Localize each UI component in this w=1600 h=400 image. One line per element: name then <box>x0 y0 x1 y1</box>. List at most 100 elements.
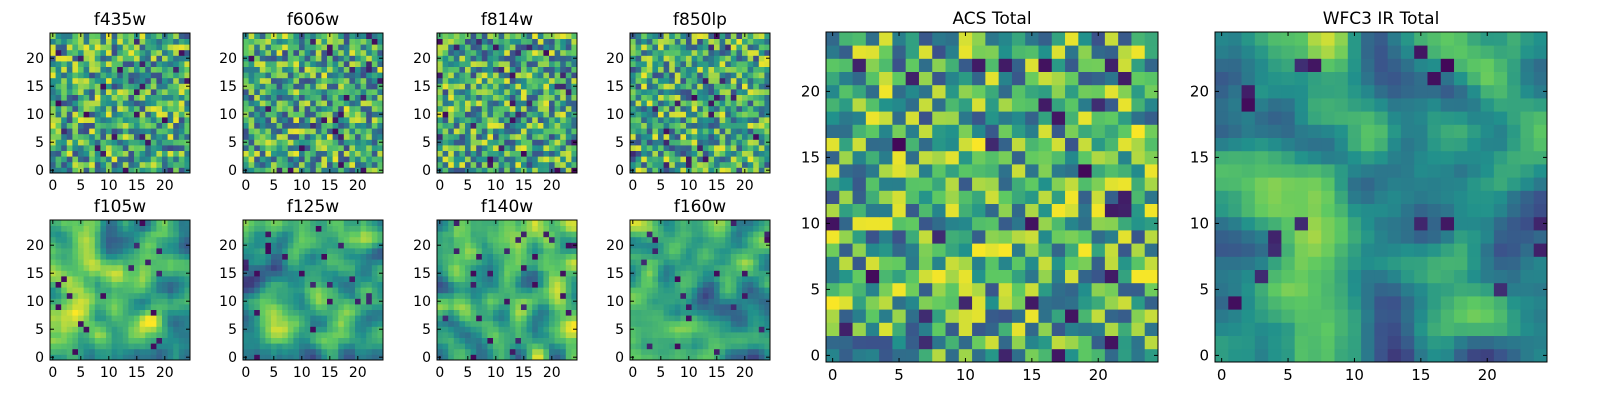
heatmap-cell <box>366 343 373 350</box>
heatmap-cell <box>652 167 659 174</box>
heatmap-cell <box>94 281 101 288</box>
heatmap-cell <box>128 354 135 361</box>
heatmap-cell <box>565 111 572 118</box>
heatmap-cell <box>167 236 174 243</box>
heatmap-cell <box>343 100 350 107</box>
heatmap-cell <box>686 270 692 277</box>
heatmap-cell <box>487 348 494 355</box>
heatmap-cell <box>276 281 283 288</box>
heatmap-cell <box>327 100 333 107</box>
heatmap-cell <box>61 156 68 163</box>
heatmap-cell <box>702 61 709 67</box>
heatmap-cell <box>304 89 311 95</box>
heatmap-cell <box>94 270 101 277</box>
heatmap-cell <box>83 309 90 316</box>
heatmap-cell <box>747 287 754 294</box>
heatmap-cell <box>747 332 754 338</box>
heatmap-cell <box>156 66 163 73</box>
heatmap-cell <box>742 287 748 294</box>
heatmap-cell <box>691 122 698 129</box>
heatmap-cell <box>565 122 572 129</box>
heatmap-cell <box>521 61 527 67</box>
heatmap-cell <box>243 61 249 67</box>
heatmap-cell <box>156 326 163 333</box>
heatmap-cell <box>476 270 483 277</box>
heatmap-cell <box>265 242 272 249</box>
heatmap-cell <box>719 139 726 146</box>
heatmap-cell <box>111 225 118 232</box>
heatmap-cell <box>669 83 676 90</box>
heatmap-cell <box>742 83 748 90</box>
heatmap-cell <box>66 304 73 310</box>
heatmap-cell <box>282 105 289 112</box>
heatmap-cell <box>565 89 572 95</box>
heatmap-cell <box>94 133 101 140</box>
heatmap-cell <box>349 66 356 73</box>
heatmap-cell <box>674 72 681 79</box>
heatmap-cell <box>321 111 328 118</box>
heatmap-cell <box>162 264 168 271</box>
heatmap-cell <box>526 298 533 305</box>
heatmap-cell <box>565 326 572 333</box>
heatmap-cell <box>442 66 449 73</box>
heatmap-cell <box>156 156 163 163</box>
heatmap-cell <box>343 276 350 282</box>
heatmap-cell <box>532 292 539 299</box>
heatmap-cell <box>736 94 743 101</box>
heatmap-cell <box>509 270 516 277</box>
heatmap-cell <box>173 44 180 51</box>
heatmap-cell <box>459 320 466 327</box>
heatmap-cell <box>145 133 152 140</box>
heatmap-cell <box>66 161 73 168</box>
heatmap-cell <box>304 225 311 232</box>
heatmap-cell <box>321 161 328 168</box>
heatmap-cell <box>184 128 191 135</box>
heatmap-cell <box>150 298 157 305</box>
heatmap-cell <box>470 281 477 288</box>
heatmap-cell <box>543 354 550 361</box>
heatmap-cell <box>742 66 748 73</box>
heatmap-cell <box>658 133 664 140</box>
heatmap-cell <box>515 83 522 90</box>
heatmap-cell <box>708 156 715 163</box>
heatmap-cell <box>742 292 748 299</box>
heatmap-cell <box>139 38 146 45</box>
heatmap-cell <box>635 298 642 305</box>
heatmap-cell <box>554 66 561 73</box>
heatmap-cell <box>532 105 539 112</box>
heatmap-cell <box>145 270 152 277</box>
heatmap-cell <box>635 332 642 338</box>
heatmap-cell <box>702 348 709 355</box>
heatmap-cell <box>315 337 322 344</box>
heatmap-cell <box>543 161 550 168</box>
heatmap-cell <box>72 292 79 299</box>
heatmap-cell <box>134 100 140 107</box>
heatmap-cell <box>641 94 648 101</box>
heatmap-cell <box>487 270 494 277</box>
heatmap-cell <box>332 133 339 140</box>
heatmap-cell <box>287 315 294 322</box>
heatmap-cell <box>254 139 261 146</box>
heatmap-cell <box>173 77 180 84</box>
heatmap-cell <box>72 38 79 45</box>
heatmap-cell <box>515 320 522 327</box>
heatmap-cell <box>537 111 544 118</box>
heatmap-cell <box>680 320 687 327</box>
heatmap-cell <box>271 298 277 305</box>
heatmap-cell <box>111 133 118 140</box>
heatmap-cell <box>310 276 317 282</box>
heatmap-cell <box>89 139 96 146</box>
heatmap-cell <box>448 231 455 238</box>
heatmap-cell <box>254 111 261 118</box>
heatmap-cell <box>282 315 289 322</box>
heatmap-cell <box>332 332 339 338</box>
heatmap-cell <box>122 72 129 79</box>
heatmap-cell <box>498 292 505 299</box>
heatmap-cell <box>532 337 539 344</box>
heatmap-cell <box>349 236 356 243</box>
heatmap-cell <box>55 337 62 344</box>
heatmap-cell <box>554 83 561 90</box>
heatmap-cell <box>702 332 709 338</box>
heatmap-cell <box>736 77 743 84</box>
heatmap-cell <box>156 304 163 310</box>
